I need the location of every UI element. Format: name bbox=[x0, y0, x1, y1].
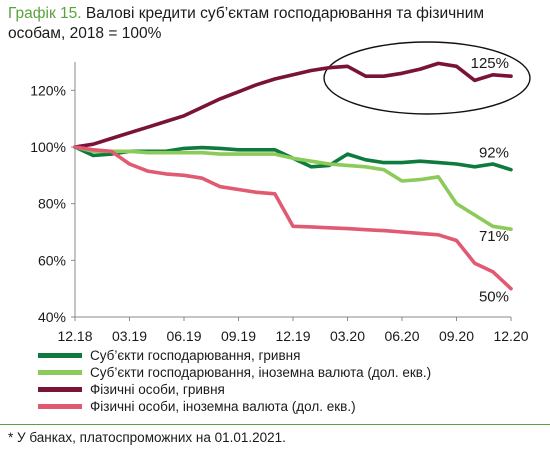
legend-label-2: Фізичні особи, гривня bbox=[90, 382, 225, 397]
x-tick-label-5: 03.20 bbox=[330, 328, 365, 344]
x-tick-label-2: 06.19 bbox=[166, 328, 201, 344]
legend-item-2: Фізичні особи, гривня bbox=[38, 381, 431, 398]
chart-axes: 40% 60% 80% 100% 120% 12.18 03.19 06.19 09.19 12.… bbox=[30, 62, 529, 344]
highlight-ellipse-layer bbox=[323, 41, 531, 115]
legend-item-0: Суб’єкти господарювання, гривня bbox=[38, 347, 431, 364]
chart-legend: Суб’єкти господарювання, гривня Суб’єкти… bbox=[38, 347, 431, 415]
legend-swatch-1 bbox=[38, 370, 82, 375]
annotation-label-1: 92% bbox=[479, 145, 509, 162]
chart-title: Графік 15. Валові кредити суб’єктам госп… bbox=[8, 4, 543, 44]
y-tick-label-2: 80% bbox=[38, 196, 66, 212]
x-tick-label-4: 12.19 bbox=[275, 328, 310, 344]
annotation-label-2: 71% bbox=[479, 228, 509, 245]
legend-swatch-3 bbox=[38, 404, 82, 409]
x-tick-label-3: 09.19 bbox=[221, 328, 256, 344]
annotation-label-0: 125% bbox=[471, 55, 509, 72]
y-tick-label-3: 100% bbox=[30, 139, 66, 155]
y-tick-label-1: 60% bbox=[38, 252, 66, 268]
chart-series-lines bbox=[73, 61, 513, 291]
chart-title-text: Валові кредити суб’єктам господарювання … bbox=[8, 5, 485, 42]
x-tick-label-6: 06.20 bbox=[384, 328, 419, 344]
legend-item-1: Суб’єкти господарювання, іноземна валюта… bbox=[38, 364, 431, 381]
legend-swatch-2 bbox=[38, 387, 82, 392]
annotation-label-3: 50% bbox=[479, 289, 509, 306]
y-tick-label-4: 120% bbox=[30, 82, 66, 98]
chart-title-prefix: Графік 15. bbox=[8, 5, 82, 22]
legend-label-3: Фізичні особи, іноземна валюта (дол. екв… bbox=[90, 399, 356, 414]
x-tick-label-1: 03.19 bbox=[112, 328, 147, 344]
legend-label-1: Суб’єкти господарювання, іноземна валюта… bbox=[90, 365, 432, 380]
legend-item-3: Фізичні особи, іноземна валюта (дол. екв… bbox=[38, 398, 431, 415]
footnote-divider bbox=[0, 424, 550, 425]
series-line-2 bbox=[73, 61, 513, 149]
x-tick-label-8: 12.20 bbox=[493, 328, 528, 344]
highlight-ellipse bbox=[323, 41, 531, 115]
chart-annotations: 125% 92% 71% 50% bbox=[471, 55, 509, 306]
x-tick-label-7: 09.20 bbox=[439, 328, 474, 344]
series-line-1 bbox=[73, 145, 513, 231]
line-chart: 40% 60% 80% 100% 120% 12.18 03.19 06.19 09.19 12.… bbox=[30, 41, 531, 344]
y-tick-label-0: 40% bbox=[38, 309, 66, 325]
legend-swatch-0 bbox=[38, 353, 82, 358]
footnote: * У банках, платоспроможних на 01.01.202… bbox=[8, 430, 286, 445]
x-tick-label-0: 12.18 bbox=[57, 328, 92, 344]
legend-label-0: Суб’єкти господарювання, гривня bbox=[90, 348, 301, 363]
series-line-3 bbox=[73, 145, 513, 291]
